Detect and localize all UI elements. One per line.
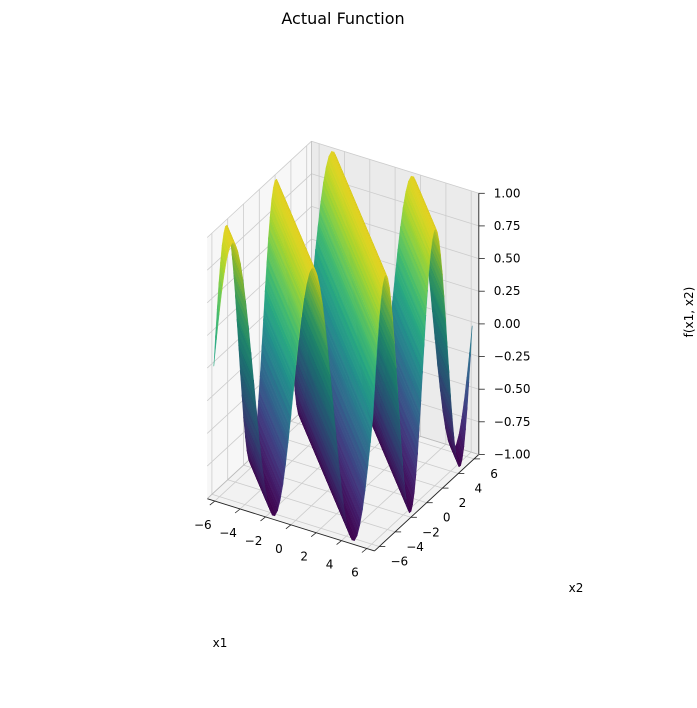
y-tick-label: 0 xyxy=(443,511,451,525)
y-tick-label: −4 xyxy=(406,540,424,554)
x-tick-mark xyxy=(361,548,368,553)
y-tick-label: −2 xyxy=(422,525,440,539)
grid-line-floor-y xyxy=(227,479,396,533)
x-tick-label: 0 xyxy=(275,542,283,556)
surface-patch xyxy=(370,387,375,444)
x-tick-label: 4 xyxy=(326,558,334,572)
y-tick-label: 6 xyxy=(490,467,498,481)
x-tick-mark xyxy=(310,532,317,538)
tick-labels: −6−4−20246−6−4−20246−1.00−0.75−0.50−0.25… xyxy=(194,186,531,579)
z-tick-label: −0.50 xyxy=(494,382,531,396)
x-tick-label: −4 xyxy=(219,526,237,540)
chart-title: Actual Function xyxy=(281,9,404,28)
x-tick-label: −2 xyxy=(245,534,263,548)
y-axis-line xyxy=(374,454,480,552)
y-axis-label: x2 xyxy=(569,581,584,595)
x-axis-label: x1 xyxy=(213,636,228,650)
y-tick-label: −6 xyxy=(390,555,408,569)
x-tick-label: 6 xyxy=(351,566,359,580)
z-tick-label: −1.00 xyxy=(494,448,531,462)
x-tick-mark xyxy=(336,540,342,545)
surface-plot xyxy=(213,151,473,541)
x-tick-mark xyxy=(234,508,241,514)
z-tick-label: −0.75 xyxy=(494,415,531,429)
x-tick-mark xyxy=(285,524,292,530)
z-axis-label: f(x1, x2) xyxy=(682,287,696,338)
z-tick-label: 0.25 xyxy=(494,284,521,298)
x-tick-label: 2 xyxy=(300,550,308,564)
x-tick-mark xyxy=(209,500,216,506)
x-tick-mark xyxy=(260,516,266,522)
z-tick-label: 0.75 xyxy=(494,219,521,233)
z-tick-label: 0.50 xyxy=(494,252,521,266)
grid-line-left-z xyxy=(206,140,312,238)
x-tick-label: −6 xyxy=(194,518,212,532)
y-tick-label: 4 xyxy=(474,482,482,496)
z-tick-label: 1.00 xyxy=(494,186,521,200)
y-tick-label: 2 xyxy=(459,496,467,510)
z-tick-label: 0.00 xyxy=(494,317,521,331)
z-tick-label: −0.25 xyxy=(494,350,531,364)
grid-line-back-z xyxy=(311,140,479,194)
